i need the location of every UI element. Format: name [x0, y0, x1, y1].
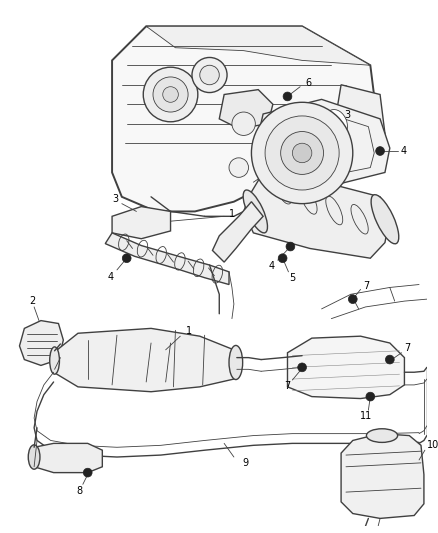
Polygon shape [34, 443, 102, 473]
Text: 1: 1 [229, 209, 235, 220]
Ellipse shape [49, 347, 60, 374]
Circle shape [153, 77, 188, 112]
Circle shape [251, 102, 353, 204]
Text: 2: 2 [29, 296, 35, 306]
Text: 3: 3 [112, 194, 118, 204]
Circle shape [163, 87, 178, 102]
Text: 10: 10 [427, 440, 438, 450]
Polygon shape [112, 26, 375, 212]
Circle shape [298, 363, 307, 372]
Polygon shape [53, 328, 239, 392]
Circle shape [292, 143, 312, 163]
Ellipse shape [243, 190, 268, 233]
Ellipse shape [276, 144, 298, 171]
Ellipse shape [367, 429, 398, 442]
Polygon shape [336, 85, 385, 148]
Circle shape [286, 242, 295, 251]
Circle shape [376, 147, 385, 156]
Text: 3: 3 [344, 110, 350, 120]
Text: 1: 1 [186, 326, 192, 336]
Circle shape [229, 158, 248, 177]
Circle shape [143, 67, 198, 122]
Text: 7: 7 [404, 343, 410, 353]
Polygon shape [146, 26, 370, 65]
Text: 4: 4 [269, 261, 275, 271]
Polygon shape [19, 320, 64, 366]
Circle shape [283, 92, 292, 101]
Ellipse shape [301, 138, 323, 165]
Ellipse shape [28, 445, 40, 469]
Polygon shape [219, 90, 273, 128]
Ellipse shape [276, 121, 299, 150]
Circle shape [83, 468, 92, 477]
Text: 7: 7 [284, 381, 290, 391]
Text: 6: 6 [305, 78, 311, 88]
Text: 7: 7 [363, 280, 370, 290]
Text: 11: 11 [360, 411, 373, 421]
Polygon shape [255, 99, 390, 187]
Circle shape [232, 112, 255, 135]
Text: 8: 8 [77, 486, 83, 496]
Circle shape [265, 116, 339, 190]
Circle shape [278, 254, 287, 263]
Ellipse shape [300, 115, 323, 143]
Circle shape [348, 295, 357, 303]
Circle shape [122, 254, 131, 263]
Circle shape [366, 392, 374, 401]
Circle shape [281, 132, 324, 174]
Polygon shape [112, 207, 170, 239]
Text: 4: 4 [108, 272, 114, 282]
Text: 4: 4 [400, 146, 406, 156]
Circle shape [385, 355, 394, 364]
Circle shape [192, 58, 227, 93]
Polygon shape [341, 434, 424, 519]
Polygon shape [105, 233, 229, 285]
Ellipse shape [371, 195, 399, 244]
Ellipse shape [325, 109, 347, 138]
Polygon shape [244, 173, 390, 258]
Text: 5: 5 [289, 273, 296, 282]
Text: 9: 9 [243, 458, 249, 468]
Ellipse shape [325, 133, 347, 159]
Polygon shape [287, 336, 404, 399]
Ellipse shape [229, 345, 243, 379]
Polygon shape [212, 201, 263, 262]
Circle shape [200, 65, 219, 85]
